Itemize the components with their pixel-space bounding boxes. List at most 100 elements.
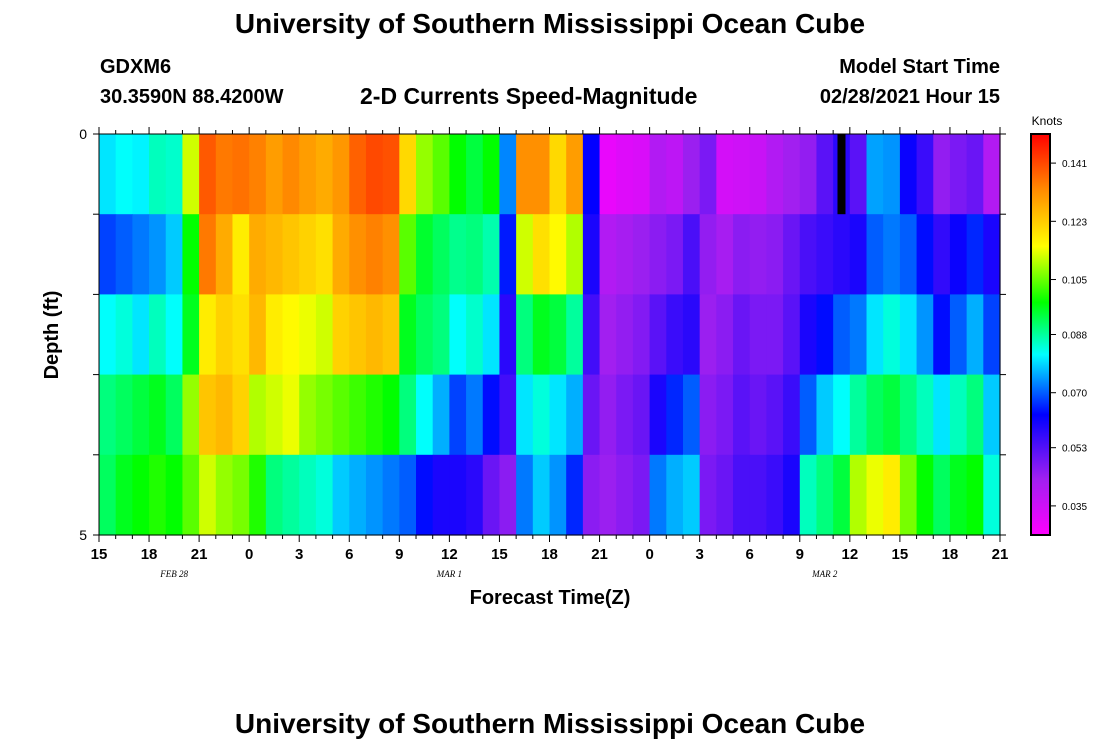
heatmap-cell [566, 294, 584, 376]
heatmap-cell [215, 134, 234, 215]
heatmap-cell [833, 454, 851, 536]
heatmap-cell [282, 374, 300, 456]
x-tick-label: 18 [541, 546, 558, 563]
x-tick-label: 9 [395, 546, 403, 563]
heatmap-cell [532, 294, 551, 376]
heatmap-cell [966, 214, 984, 295]
heatmap-cell [816, 374, 834, 456]
heatmap-cell [182, 374, 200, 456]
heatmap-cell [182, 134, 200, 215]
heatmap-cell [482, 374, 501, 456]
heatmap-cell [649, 214, 667, 295]
heatmap-cell [532, 454, 551, 536]
heatmap-cell [933, 374, 951, 456]
heatmap-cell [833, 374, 851, 456]
heatmap-cell [933, 294, 951, 376]
heatmap-cell [933, 214, 951, 295]
heatmap-cell [849, 214, 868, 295]
heatmap-cell [849, 374, 868, 456]
heatmap-cell [516, 294, 534, 376]
heatmap-cell [866, 454, 884, 536]
y-axis: 05 [79, 126, 1006, 543]
heatmap-cell [549, 294, 567, 376]
heatmap-cell [382, 214, 400, 295]
heatmap-cell [332, 294, 350, 376]
heatmap-cell [99, 214, 117, 295]
heatmap-cell [265, 294, 284, 376]
heatmap-cell [666, 454, 684, 536]
heatmap-cell [916, 134, 934, 215]
heatmap-cell [866, 374, 884, 456]
heatmap-cell [599, 294, 617, 376]
heatmap-cell [532, 214, 551, 295]
heatmap-cell [966, 454, 984, 536]
colorbar-tick-label: 0.141 [1062, 159, 1087, 170]
heatmap-cell [182, 214, 200, 295]
x-tick-label: 3 [295, 546, 303, 563]
heatmap-cell [416, 134, 434, 215]
heatmap-cell [416, 294, 434, 376]
heatmap-cell [449, 374, 467, 456]
heatmap-cell [582, 454, 601, 536]
heatmap-cell [616, 374, 634, 456]
heatmap-cell [749, 214, 768, 295]
heatmap-cell [682, 294, 701, 376]
heatmap-cell [632, 454, 651, 536]
heatmap-cell [816, 454, 834, 536]
heatmap-cell [983, 454, 1001, 536]
heatmap-cell [232, 454, 250, 536]
heatmap-cell [165, 294, 184, 376]
heatmap-cell [582, 374, 601, 456]
heatmap-cell [883, 294, 901, 376]
heatmap-cell [566, 134, 584, 215]
heatmap-cell [149, 294, 167, 376]
heatmap-cell [682, 134, 701, 215]
heatmap-cell [883, 374, 901, 456]
heatmap-cell [599, 374, 617, 456]
heatmap-cell [666, 214, 684, 295]
heatmap-cell [382, 454, 400, 536]
heatmap-cell [983, 294, 1001, 376]
heatmap-cell [716, 294, 734, 376]
heatmap-cell [799, 374, 818, 456]
missing-data-cell [837, 134, 846, 215]
heatmap-cell [599, 214, 617, 295]
heatmap-cell [966, 374, 984, 456]
heatmap-cell [766, 134, 784, 215]
heatmap-cell [265, 214, 284, 295]
heatmap-cell [733, 454, 751, 536]
heatmap-cell [849, 134, 868, 215]
heatmap-cell [649, 134, 667, 215]
heatmap-cell [833, 294, 851, 376]
heatmap-cell [766, 214, 784, 295]
heatmap-cell [132, 294, 150, 376]
x-tick-label: 15 [491, 546, 508, 563]
heatmap-cell [399, 374, 417, 456]
heatmap-cell [783, 134, 801, 215]
x-tick-label: 21 [591, 546, 608, 563]
heatmap-cell [466, 294, 484, 376]
model-start-value: 02/28/2021 Hour 15 [819, 86, 1000, 108]
colorbar-tick-label: 0.105 [1062, 276, 1087, 287]
heatmap-cell [616, 454, 634, 536]
x-date-label: MAR 1 [436, 569, 462, 579]
heatmap-cell [499, 214, 517, 295]
heatmap-cell [966, 134, 984, 215]
x-tick-label: 9 [796, 546, 804, 563]
heatmap-cell [432, 374, 450, 456]
model-start-label: Model Start Time [839, 56, 1000, 78]
heatmap-cell [582, 134, 601, 215]
heatmap-cell [632, 374, 651, 456]
heatmap-cell [749, 454, 768, 536]
heatmap-cell [416, 454, 434, 536]
heatmap-cell [215, 374, 234, 456]
heatmap-cell [783, 294, 801, 376]
heatmap-cell [232, 134, 250, 215]
heatmap-cell [799, 454, 818, 536]
heatmap-cell [349, 374, 367, 456]
heatmap-cell [632, 134, 651, 215]
heatmap-cell [315, 454, 334, 536]
x-axis-label: Forecast Time(Z) [470, 587, 631, 609]
colorbar-gradient [1030, 133, 1051, 536]
heatmap-cell [566, 214, 584, 295]
